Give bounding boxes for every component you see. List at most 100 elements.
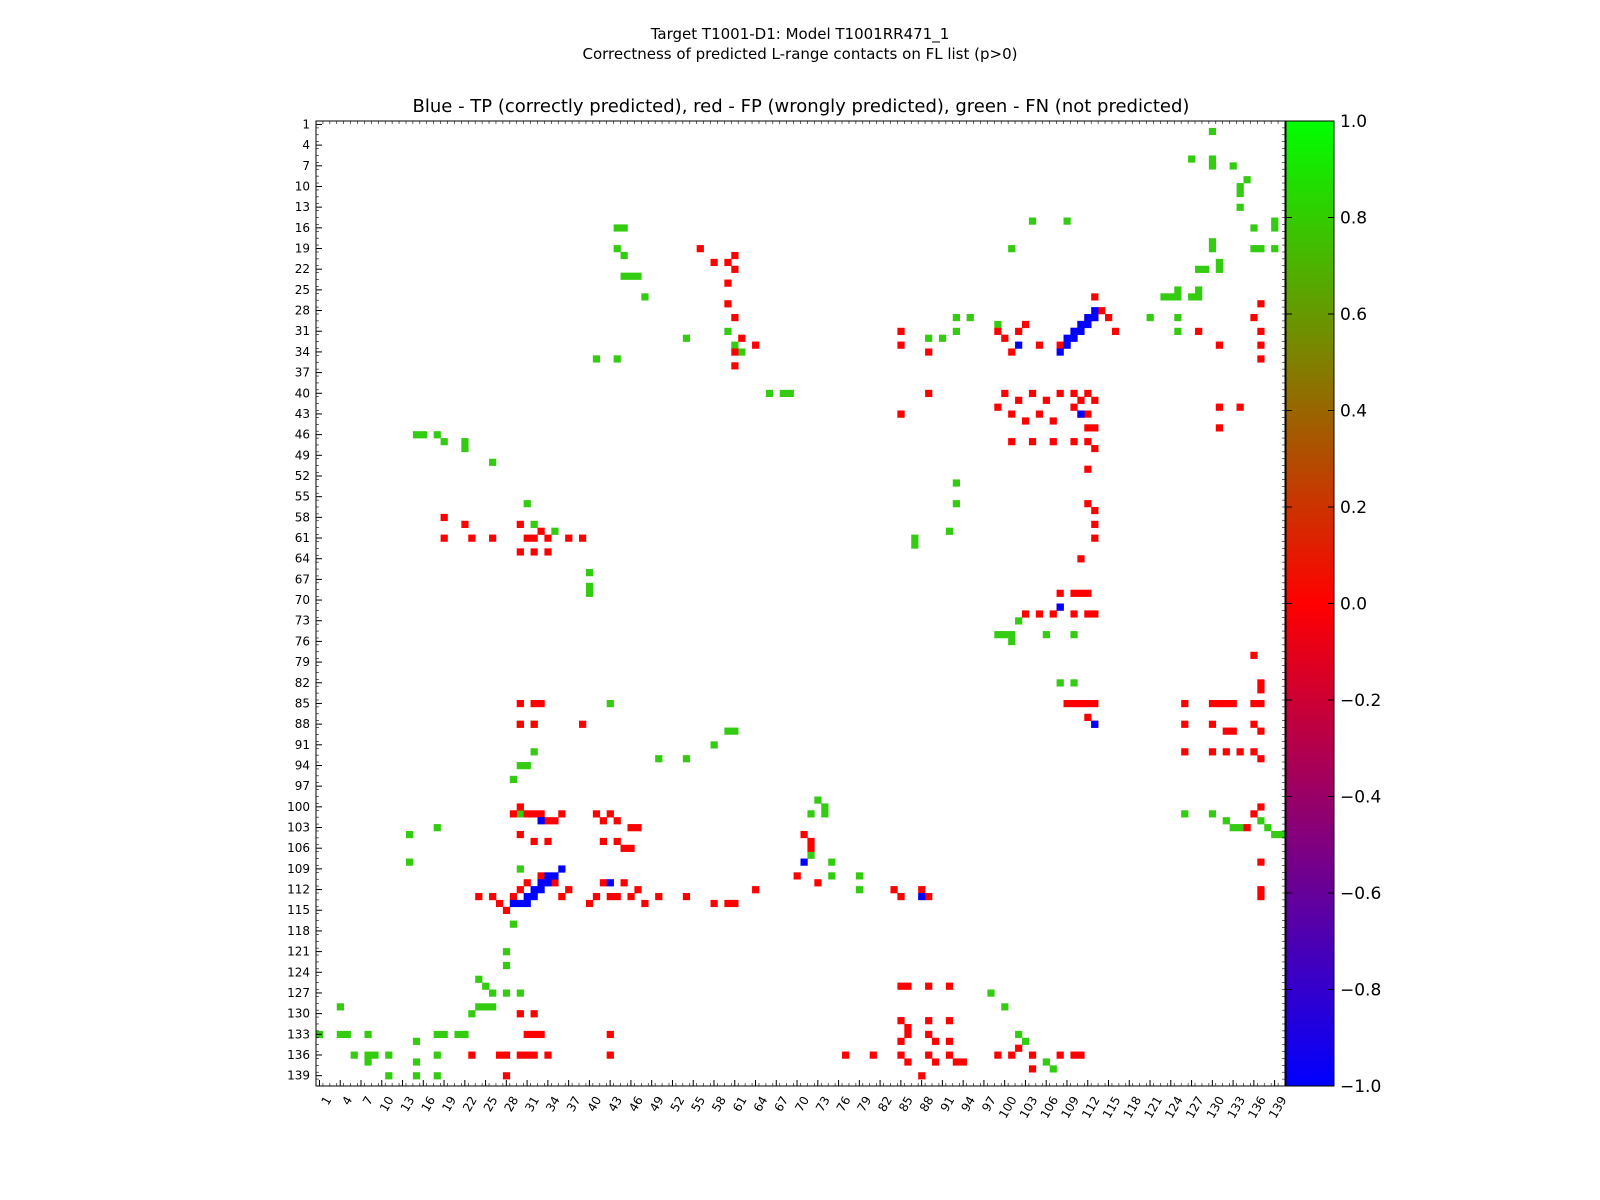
contact-cell-fn — [1236, 189, 1244, 198]
contact-cell-fp — [530, 1010, 538, 1018]
contact-cell-fp — [1215, 341, 1224, 349]
contact-cell-fp — [516, 1051, 524, 1059]
contact-cells — [316, 127, 1286, 1080]
contact-cell-fp — [502, 1051, 511, 1059]
contact-cell-fn — [1056, 679, 1064, 687]
contact-cell-fn — [855, 872, 864, 880]
contact-cell-fn — [855, 886, 864, 894]
contact-cell-fn — [1195, 293, 1203, 301]
contact-cell-fp — [959, 1058, 967, 1066]
contact-cell-fp — [537, 810, 545, 818]
contact-cell-fp — [1091, 610, 1099, 618]
contact-cell-fp — [495, 899, 504, 908]
contact-cell-fp — [516, 886, 524, 894]
contact-cell-fp — [613, 837, 621, 846]
y-tick-label: 130 — [287, 1007, 310, 1021]
y-tick-label: 94 — [295, 758, 310, 772]
contact-cell-fn — [952, 479, 960, 487]
contact-cell-fp — [440, 534, 448, 542]
contact-cell-tp — [1070, 334, 1078, 342]
y-tick-label: 121 — [287, 945, 310, 959]
contact-cell-fn — [994, 631, 1002, 639]
colorbar-tick-label: −1.0 — [1340, 1077, 1381, 1097]
contact-cell-fp — [1008, 1051, 1016, 1059]
y-tick-label: 118 — [287, 924, 310, 938]
contact-cell-tp — [537, 817, 545, 825]
contact-cell-fp — [1056, 341, 1064, 349]
contact-cell-fn — [1070, 679, 1078, 687]
x-tick-label: 76 — [834, 1094, 854, 1114]
contact-cell-fp — [544, 817, 552, 825]
contact-cell-fn — [724, 727, 732, 735]
x-tick-label: 49 — [647, 1094, 667, 1114]
contact-cell-fn — [530, 520, 538, 528]
colorbar-tick-label: 0.0 — [1340, 595, 1367, 615]
contact-cell-tp — [509, 899, 518, 908]
contact-cell-fp — [904, 1030, 912, 1039]
x-tick-label: 85 — [896, 1094, 916, 1114]
contact-cell-fn — [412, 1037, 421, 1045]
contact-cell-fp — [807, 844, 815, 852]
contact-cell-fp — [1001, 389, 1009, 398]
contact-cell-fp — [565, 886, 573, 894]
contact-cell-fp — [800, 830, 808, 839]
contact-cell-fp — [1229, 727, 1237, 735]
colorbar-tick-label: 0.6 — [1340, 305, 1367, 325]
contact-cell-fn — [1222, 817, 1230, 825]
x-tick-label: 106 — [1038, 1094, 1062, 1121]
x-tick-label: 127 — [1183, 1094, 1207, 1121]
contact-cell-fn — [613, 224, 621, 232]
contact-cell-fp — [897, 1017, 905, 1025]
contact-cell-fp — [1084, 438, 1092, 446]
contact-cell-fp — [1250, 651, 1258, 659]
contact-cell-fn — [502, 989, 511, 997]
contact-cell-fp — [1070, 403, 1078, 411]
contact-cell-fp — [793, 872, 801, 880]
contact-cell-fn — [779, 389, 787, 398]
contact-cell-fn — [336, 1003, 344, 1011]
contact-cell-fn — [731, 727, 739, 735]
contact-cell-fn — [585, 569, 594, 577]
y-tick-label: 31 — [295, 324, 310, 338]
contact-cell-fp — [1070, 389, 1078, 398]
contact-cell-tp — [558, 865, 566, 873]
contact-cell-fp — [551, 879, 559, 887]
contact-cell-fn — [516, 865, 524, 873]
contact-cell-fp — [1049, 610, 1057, 618]
contact-cell-tp — [537, 879, 545, 887]
contact-cell-fp — [1181, 700, 1189, 708]
contact-cell-fp — [897, 1051, 905, 1059]
contact-cell-fn — [613, 245, 621, 253]
contact-cell-fp — [731, 899, 739, 908]
colorbar-tick-label: −0.8 — [1340, 981, 1381, 1001]
contact-cell-fn — [738, 348, 746, 356]
contact-cell-fn — [731, 341, 739, 349]
contact-cell-fp — [1063, 700, 1071, 708]
contact-cell-fp — [495, 1051, 504, 1059]
contact-cell-fp — [606, 1030, 614, 1039]
contact-cell-fp — [925, 389, 933, 398]
contact-cell-fp — [537, 700, 545, 708]
contact-cell-fp — [523, 534, 531, 542]
x-tick-label: 19 — [439, 1094, 459, 1114]
contact-cell-fp — [925, 348, 933, 356]
x-tick-label: 25 — [481, 1094, 501, 1114]
y-axis: 1 4 7 10 13 16 19 22 25 28 31 34 37 40 43 46 49 52 55 58 61 6… — [287, 117, 1285, 1087]
contact-cell-fn — [765, 389, 774, 398]
contact-cell-fn — [1257, 245, 1265, 253]
contact-cell-fp — [475, 893, 483, 901]
contact-cell-fp — [558, 893, 566, 901]
contact-cell-fn — [710, 741, 718, 749]
y-tick-label: 67 — [295, 572, 310, 586]
contact-cell-fp — [731, 251, 739, 260]
y-tick-label: 13 — [295, 200, 310, 214]
contact-cell-fn — [620, 251, 628, 260]
x-tick-label: 46 — [626, 1094, 646, 1114]
contact-cell-fn — [911, 534, 919, 542]
y-tick-label: 85 — [295, 696, 310, 710]
contact-cell-fp — [530, 548, 538, 556]
contact-cell-fn — [1174, 293, 1182, 301]
contact-cell-tp — [551, 872, 559, 880]
contact-cell-fp — [1098, 307, 1106, 315]
contact-cell-fp — [1105, 314, 1113, 322]
